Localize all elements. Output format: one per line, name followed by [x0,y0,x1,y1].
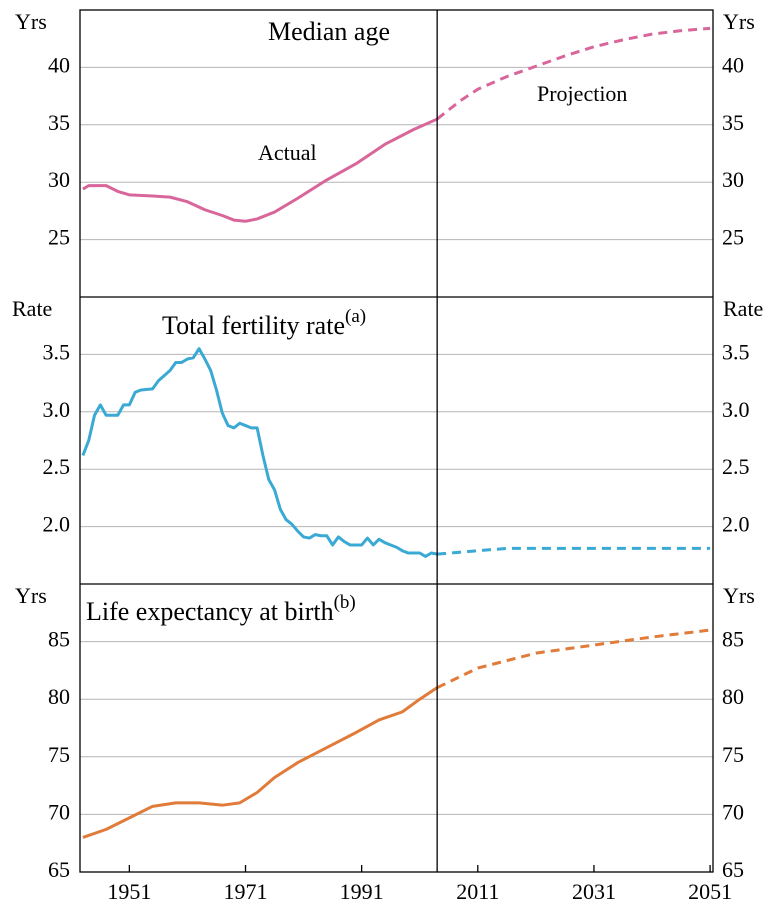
panel-title: Median age [268,17,390,46]
y2-tick-label: 40 [722,52,744,77]
y2-tick-label: 75 [722,742,744,767]
y2-tick-label: 65 [722,857,744,882]
y2-tick-label: 3.5 [722,339,750,364]
y-tick-label: 2.0 [43,512,71,537]
y-axis-label: Rate [12,296,52,321]
y2-tick-label: 80 [722,684,744,709]
y-tick-label: 40 [48,52,70,77]
y2-tick-label: 85 [722,627,744,652]
y2-tick-label: 2.5 [722,454,750,479]
y-tick-label: 75 [48,742,70,767]
panel-title: Life expectancy at birth(b) [86,592,356,626]
title-text: Life expectancy at birth [86,597,334,626]
y-axis-label: Yrs [15,9,47,34]
title-note: (b) [334,592,356,613]
plot-frame [79,9,714,873]
y-tick-label: 85 [48,627,70,652]
x-tick-label: 1951 [107,879,151,904]
y-tick-label: 3.0 [43,397,71,422]
title-text: Total fertility rate [162,311,345,340]
line-series [436,26,711,121]
x-tick-label: 1991 [340,879,384,904]
x-tick-label: 2031 [572,879,616,904]
line-series [437,546,711,556]
y-tick-label: 65 [48,857,70,882]
x-tick-label: 1971 [224,879,268,904]
y2-tick-label: 2.0 [722,512,750,537]
y2-axis-label: Yrs [723,583,755,608]
y2-tick-label: 3.0 [722,397,750,422]
y-tick-label: 35 [48,110,70,135]
y2-axis-label: Yrs [723,9,755,34]
x-tick-label: 2011 [456,879,499,904]
annotation: Projection [537,81,627,106]
y2-tick-label: 35 [722,110,744,135]
y-tick-label: 30 [48,167,70,192]
y-tick-label: 2.5 [43,454,71,479]
line-series [82,686,438,839]
x-tick-label: 2051 [688,879,732,904]
y-tick-label: 3.5 [43,339,71,364]
y-tick-label: 70 [48,799,70,824]
y2-axis-label: Rate [723,296,763,321]
y2-tick-label: 30 [722,167,744,192]
line-series [436,628,711,690]
y2-tick-label: 25 [722,225,744,250]
title-note: (a) [345,306,366,327]
y2-tick-label: 70 [722,799,744,824]
title-text: Median age [268,17,390,46]
panel-title: Total fertility rate(a) [162,306,366,340]
line-series [81,347,438,558]
y-tick-label: 25 [48,225,70,250]
y-tick-label: 80 [48,684,70,709]
y-axis-label: Yrs [15,583,47,608]
annotation: Actual [258,140,317,165]
line-series [82,117,438,223]
